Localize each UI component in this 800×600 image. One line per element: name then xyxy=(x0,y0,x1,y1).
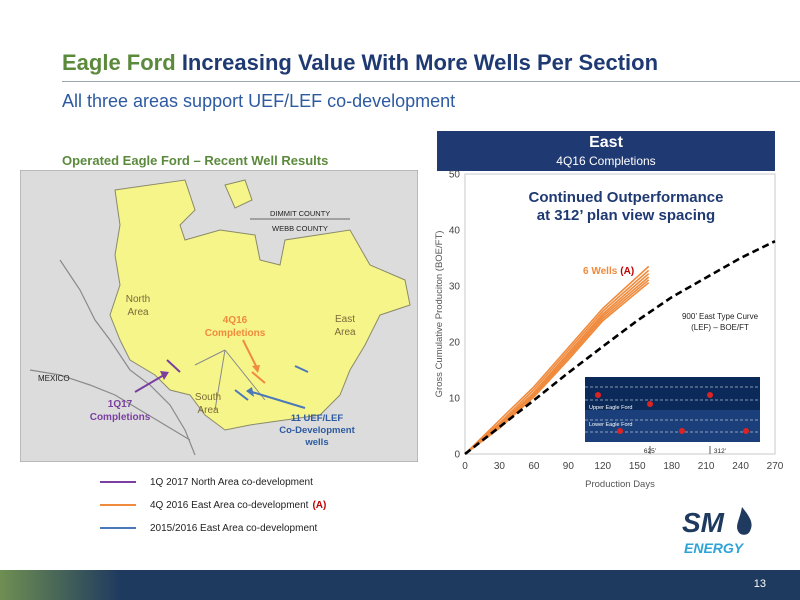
y-tick-label: 0 xyxy=(454,450,460,461)
spacing-inset: Upper Eagle Ford Lower Eagle Ford 625’ 3… xyxy=(585,377,760,455)
x-axis-label: Production Days xyxy=(585,479,655,490)
production-chart: Continued Outperformance at 312’ plan vi… xyxy=(434,170,784,491)
callout-1q17: 1Q17 Completions xyxy=(90,399,151,423)
blue-wells xyxy=(234,389,249,401)
legend-item-blue: 2015/2016 East Area co-development xyxy=(100,520,317,536)
east-header-title: East xyxy=(589,134,623,151)
callout-uef-arrow xyxy=(251,391,306,409)
inset-spacing-312-label: 312’ xyxy=(714,448,727,455)
x-tick-label: 180 xyxy=(663,461,680,472)
x-tick-label: 60 xyxy=(528,461,540,472)
inset-upper-band xyxy=(585,377,760,410)
footer-accent xyxy=(0,570,120,600)
map-river xyxy=(29,369,191,441)
x-tick-label: 270 xyxy=(767,461,784,472)
flame-icon xyxy=(737,507,752,535)
map-river xyxy=(59,259,196,456)
eagle-ford-map: DIMMIT COUNTY WEBB COUNTY North Area Sout… xyxy=(20,170,418,462)
inset-lower-label: Lower Eagle Ford xyxy=(589,422,632,428)
county-label-dimmit: DIMMIT COUNTY xyxy=(270,209,330,218)
south-area-label: South Area xyxy=(195,392,221,416)
logo-sm: SM xyxy=(682,507,725,538)
x-tick-label: 210 xyxy=(698,461,715,472)
x-tick-label: 90 xyxy=(563,461,575,472)
x-tick-label: 0 xyxy=(462,461,468,472)
inset-upper-label: Upper Eagle Ford xyxy=(589,405,632,411)
legend-label: 2015/2016 East Area co-development xyxy=(150,522,318,534)
slide-subtitle: All three areas support UEF/LEF co-devel… xyxy=(62,91,456,111)
inset-spacing-625-label: 625’ xyxy=(644,448,657,455)
title-rule xyxy=(62,81,800,82)
east-area-label: East Area xyxy=(334,314,356,338)
map-land xyxy=(109,179,411,431)
callout-uef: 11 UEF/LEF Co-Development wells xyxy=(279,413,355,448)
legend-line-orange xyxy=(100,504,136,506)
map-land-fragment xyxy=(224,179,253,209)
inset-well-dot xyxy=(679,428,685,434)
page-number: 13 xyxy=(753,578,766,590)
legend-item-orange: 4Q 2016 East Area co-development (A) xyxy=(100,497,326,513)
x-tick-label: 120 xyxy=(594,461,611,472)
x-axis-ticks: 0 30 60 90 120 150 180 210 240 270 xyxy=(462,461,784,472)
slide-title: Eagle Ford Increasing Value With More We… xyxy=(62,50,658,76)
inset-well-dot xyxy=(707,392,713,398)
area-boundary xyxy=(214,349,226,411)
blue-wells xyxy=(294,365,309,373)
legend-label: 1Q 2017 North Area co-development xyxy=(150,476,313,488)
label-6-wells: 6 Wells (A) xyxy=(583,266,634,277)
inset-lower-band xyxy=(585,410,760,442)
type-curve-label: 900’ East Type Curve (LEF) – BOE/FT xyxy=(682,312,759,332)
callout-4q16-arrow xyxy=(242,339,257,367)
area-boundary xyxy=(194,349,226,366)
inset-well-dot xyxy=(617,428,623,434)
title-part1: Eagle Ford xyxy=(62,50,176,75)
mexico-label: MEXICO xyxy=(38,374,70,383)
callout-1q17-arrowhead xyxy=(160,371,169,380)
y-axis-ticks: 0 10 20 30 40 50 xyxy=(449,170,461,461)
chart-title-line1: Continued Outperformance xyxy=(528,189,723,206)
x-tick-label: 240 xyxy=(732,461,749,472)
callout-1q17-arrow xyxy=(134,374,165,393)
y-tick-label: 30 xyxy=(449,282,461,293)
area-boundary xyxy=(224,349,266,401)
map-title: Operated Eagle Ford – Recent Well Result… xyxy=(62,153,329,168)
north-area-label: North Area xyxy=(126,294,150,318)
county-label-webb: WEBB COUNTY xyxy=(272,224,328,233)
chart-title-line2: at 312’ plan view spacing xyxy=(537,207,715,224)
callout-4q16-arrowhead xyxy=(252,365,260,373)
inset-well-dot xyxy=(595,392,601,398)
title-part2: Increasing Value With More Wells Per Sec… xyxy=(181,50,659,75)
legend-label: 4Q 2016 East Area co-development xyxy=(150,499,309,511)
east-header: East 4Q16 Completions xyxy=(437,131,775,171)
series-layer xyxy=(464,240,776,456)
orange-wells xyxy=(251,371,266,384)
x-tick-label: 30 xyxy=(494,461,506,472)
y-tick-label: 10 xyxy=(449,394,461,405)
legend-line-blue xyxy=(100,527,136,529)
logo-energy: ENERGY xyxy=(684,540,745,556)
legend-item-purple: 1Q 2017 North Area co-development xyxy=(100,474,313,490)
callout-4q16: 4Q16 Completions xyxy=(205,315,266,339)
purple-wells xyxy=(166,359,181,373)
x-tick-label: 150 xyxy=(629,461,646,472)
east-header-subtitle: 4Q16 Completions xyxy=(556,154,656,168)
callout-uef-arrowhead xyxy=(246,387,254,397)
y-tick-label: 40 xyxy=(449,226,461,237)
inset-well-dot xyxy=(647,401,653,407)
y-tick-label: 20 xyxy=(449,338,461,349)
inset-well-dot xyxy=(743,428,749,434)
well-series-line xyxy=(464,265,650,455)
y-axis-label: Gross Cumulative Produciton (BOE/FT) xyxy=(434,231,445,398)
well-series-line xyxy=(464,269,650,455)
legend-line-purple xyxy=(100,481,136,483)
footer-bar xyxy=(0,570,800,600)
sm-energy-logo: SM ENERGY xyxy=(682,507,752,556)
legend-marker: (A) xyxy=(312,499,327,511)
y-tick-label: 50 xyxy=(449,170,461,181)
